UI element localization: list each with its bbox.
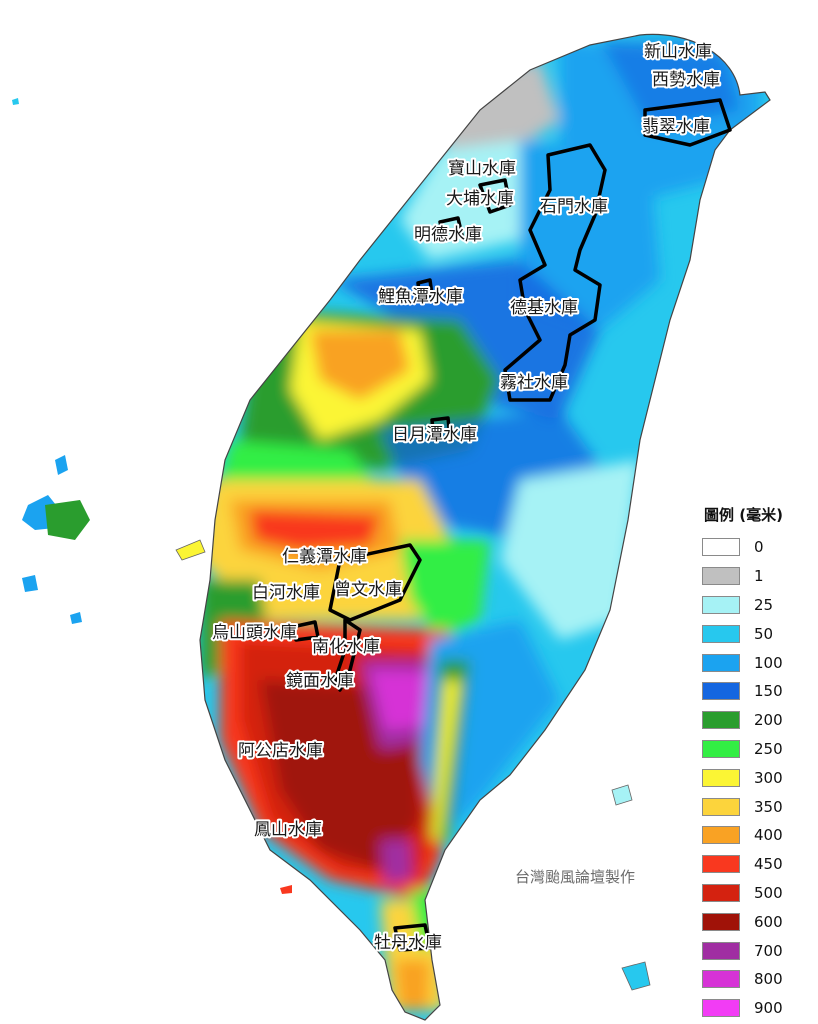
- legend-item: 50: [702, 619, 812, 648]
- reservoir-label: 翡翠水庫: [642, 117, 710, 137]
- legend-value: 400: [754, 826, 783, 845]
- legend-swatch: [702, 797, 740, 816]
- legend-item: 450: [702, 850, 812, 879]
- penghu-islands: [12, 98, 90, 624]
- legend-swatch: [702, 768, 740, 787]
- legend-swatch: [702, 999, 740, 1018]
- reservoir-label: 曾文水庫: [334, 580, 402, 600]
- legend-value: 25: [754, 595, 774, 614]
- east-islands: [175, 539, 651, 991]
- legend-swatch: [702, 883, 740, 902]
- legend-item: 1: [702, 562, 812, 591]
- legend-swatch: [702, 855, 740, 874]
- legend-swatch: [702, 595, 740, 614]
- legend-item: 500: [702, 879, 812, 908]
- legend-item: 100: [702, 648, 812, 677]
- legend-item: 200: [702, 706, 812, 735]
- reservoir-label: 南化水庫: [312, 637, 380, 657]
- legend-item: 900: [702, 994, 812, 1023]
- legend-item: 0: [702, 533, 812, 562]
- reservoir-label: 霧社水庫: [500, 373, 568, 393]
- legend-item: 400: [702, 821, 812, 850]
- legend-swatch: [702, 653, 740, 672]
- legend-item: 700: [702, 936, 812, 965]
- reservoir-label: 烏山頭水庫: [212, 623, 297, 643]
- legend-value: 150: [754, 682, 783, 701]
- reservoir-label: 白河水庫: [252, 583, 320, 603]
- reservoir-label: 新山水庫: [644, 42, 712, 62]
- reservoir-label: 日月潭水庫: [392, 425, 477, 445]
- reservoir-label: 鳳山水庫: [254, 820, 322, 840]
- legend-value: 50: [754, 624, 774, 643]
- reservoir-label: 西勢水庫: [652, 70, 720, 90]
- legend-title: 圖例 (毫米): [704, 506, 783, 524]
- legend-item: 600: [702, 907, 812, 936]
- legend-value: 1: [754, 567, 764, 586]
- reservoir-label: 阿公店水庫: [238, 741, 323, 761]
- legend-item: 300: [702, 763, 812, 792]
- legend-value: 700: [754, 941, 783, 960]
- reservoir-label: 仁義潭水庫: [282, 547, 367, 567]
- reservoir-label: 寶山水庫: [448, 158, 516, 179]
- legend-value: 300: [754, 768, 783, 787]
- legend-swatch: [702, 941, 740, 960]
- legend-swatch: [702, 970, 740, 989]
- legend-value: 800: [754, 970, 783, 989]
- reservoir-label: 石門水庫: [540, 197, 608, 217]
- legend-value: 100: [754, 653, 783, 672]
- legend-swatch: [702, 711, 740, 730]
- legend-item: 350: [702, 792, 812, 821]
- catchment-outlines: [290, 98, 732, 952]
- reservoir-labels: 新山水庫 西勢水庫 翡翠水庫 寶山水庫 大埔水庫 石門水庫 明德水庫 鯉魚潭水庫…: [210, 40, 722, 955]
- legend-value: 900: [754, 999, 783, 1018]
- legend-list: 0 1 25 50 100 150 200 250 300 350 400 450 500 600 700 8…: [702, 533, 812, 1023]
- credit-text: 台灣颱風論壇製作: [515, 868, 636, 886]
- reservoir-label: 德基水庫: [510, 298, 578, 318]
- legend-item: 250: [702, 735, 812, 764]
- legend-swatch: [702, 538, 740, 557]
- legend-value: 0: [754, 538, 764, 557]
- legend-swatch: [702, 739, 740, 758]
- legend-swatch: [702, 826, 740, 845]
- reservoir-label: 大埔水庫: [446, 189, 514, 209]
- legend-value: 600: [754, 912, 783, 931]
- legend-swatch: [702, 624, 740, 643]
- reservoir-label: 牡丹水庫: [374, 933, 442, 953]
- legend-swatch: [702, 912, 740, 931]
- legend-value: 500: [754, 883, 783, 902]
- legend-item: 800: [702, 965, 812, 994]
- reservoir-label: 明德水庫: [414, 225, 482, 245]
- legend-value: 450: [754, 855, 783, 874]
- legend-swatch: [702, 682, 740, 701]
- legend-value: 250: [754, 739, 783, 758]
- legend-value: 350: [754, 797, 783, 816]
- legend-item: 150: [702, 677, 812, 706]
- reservoir-label: 鯉魚潭水庫: [378, 287, 463, 307]
- legend: 圖例 (毫米) 0 1 25 50 100 150 200 250 300 350 400 450 50…: [702, 504, 812, 1023]
- legend-value: 200: [754, 711, 783, 730]
- legend-item: 25: [702, 591, 812, 620]
- legend-swatch: [702, 567, 740, 586]
- reservoir-label: 鏡面水庫: [286, 671, 354, 691]
- taiwan-outline: [199, 33, 771, 1021]
